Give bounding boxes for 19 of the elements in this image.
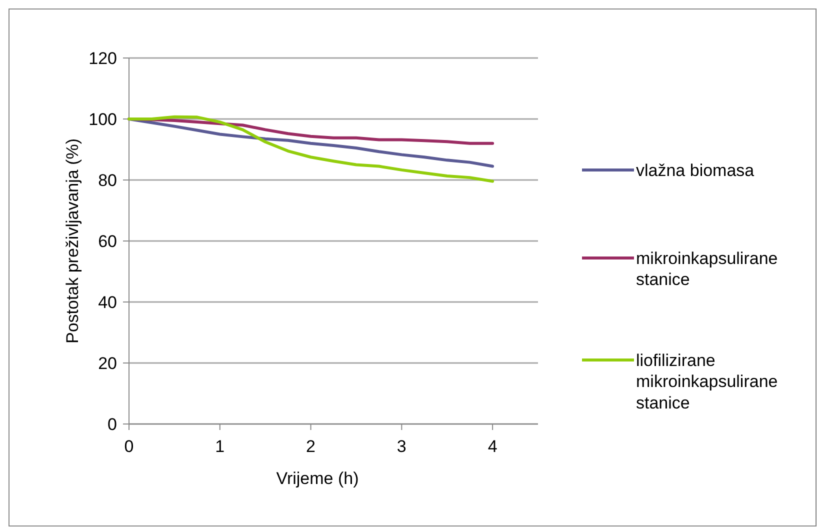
x-tick-label: 4 bbox=[488, 437, 498, 456]
x-tick-label: 3 bbox=[396, 437, 406, 456]
x-axis-title: Vrijeme (h) bbox=[276, 469, 359, 488]
y-tick-label: 40 bbox=[98, 292, 117, 312]
y-tick-label: 120 bbox=[88, 48, 117, 68]
x-tick-label: 2 bbox=[306, 437, 316, 456]
x-tick-label: 0 bbox=[124, 437, 134, 456]
y-tick-label: 100 bbox=[88, 110, 117, 129]
x-tick-label: 1 bbox=[215, 437, 225, 456]
y-tick-label: 20 bbox=[98, 354, 117, 373]
line-series bbox=[128, 118, 494, 168]
y-tick-label: 80 bbox=[98, 170, 117, 190]
legend-label: vlažna biomasa bbox=[636, 160, 755, 180]
y-tick-label: 0 bbox=[108, 414, 117, 434]
y-tick-label: 60 bbox=[98, 232, 117, 251]
legend-label: mikroinkapsulirane stanice bbox=[636, 248, 778, 290]
legend-label: liofilizirane mikroinkapsulirane stanice bbox=[636, 350, 778, 412]
y-axis-title: Postotak preživljavanja (%) bbox=[63, 138, 82, 344]
line-series bbox=[128, 115, 494, 183]
